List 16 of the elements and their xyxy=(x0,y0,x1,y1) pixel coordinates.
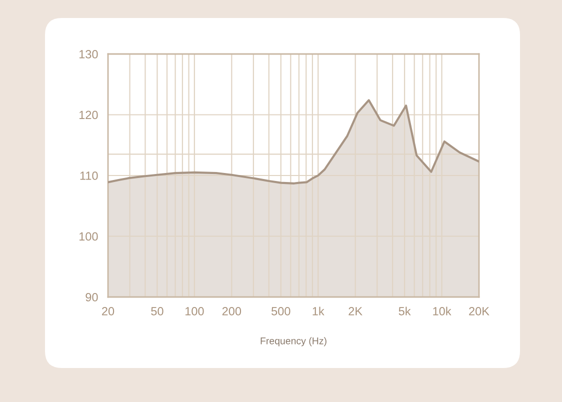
y-tick-label: 110 xyxy=(80,172,98,180)
y-tick-label: 100 xyxy=(79,232,98,241)
x-tick-label: 10k xyxy=(433,306,452,316)
x-tick-label: 200 xyxy=(222,307,242,316)
x-tick-label: 50 xyxy=(151,307,164,316)
x-tick-label: 100 xyxy=(185,307,204,316)
x-tick-label: 20 xyxy=(102,307,114,316)
y-tick-label: 120 xyxy=(79,110,98,120)
x-axis-title: Frequency (Hz) xyxy=(260,337,326,346)
x-tick-label: 2K xyxy=(348,307,362,316)
x-tick-label: 5k xyxy=(398,306,411,316)
x-tick-label: 20K xyxy=(469,307,490,316)
x-tick-label: 500 xyxy=(272,307,290,316)
y-tick-label: 90 xyxy=(86,293,98,302)
x-tick-label: 1k xyxy=(312,306,324,316)
y-tick-label: 130 xyxy=(79,50,98,58)
